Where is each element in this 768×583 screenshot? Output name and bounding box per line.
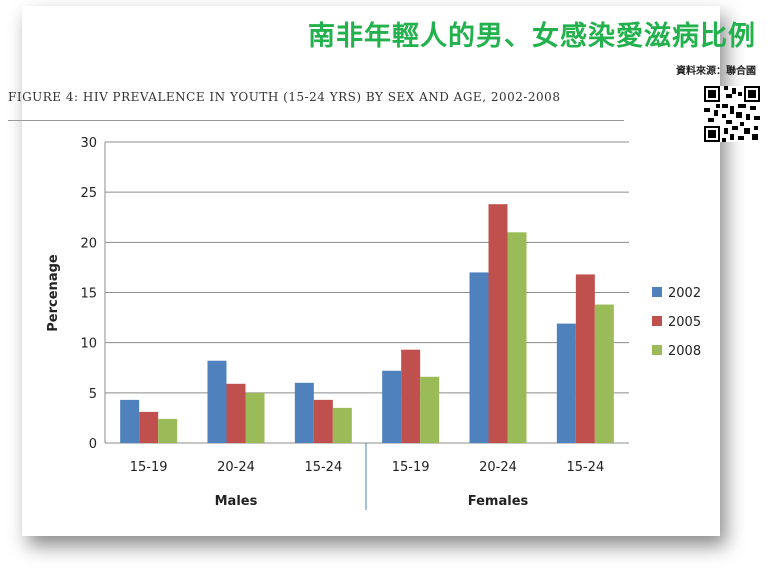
y-tick-label: 15 [80,287,97,302]
x-category-label: 20-24 [479,460,517,475]
y-tick-label: 0 [89,437,97,452]
bar-2008-5 [594,304,614,443]
legend-swatch-2002 [652,287,662,297]
group-label: Females [468,494,529,509]
x-category-label: 15-19 [130,460,168,475]
legend-swatch-2005 [652,316,662,326]
y-tick-label: 5 [89,387,97,402]
figure-card [22,6,720,536]
bar-2002-2 [294,382,314,443]
qr-code-icon [704,86,760,142]
legend-label: 2002 [668,286,701,301]
gridlines [104,141,629,444]
bar-2002-0 [120,399,140,443]
bar-2008-4 [507,232,527,443]
bar-2002-5 [556,323,576,443]
bar-2008-1 [245,392,265,443]
y-axis-label: Percenage [46,254,61,332]
bars [120,204,614,443]
figure-title: FIGURE 4: HIV PREVALENCE IN YOUTH (15-24… [8,90,561,104]
y-tick-label: 10 [80,337,97,352]
bar-2008-2 [332,407,352,443]
bar-2005-1 [226,383,246,443]
group-label: Males [215,494,258,509]
x-category-label: 15-24 [566,460,604,475]
y-tick-label: 30 [80,136,97,151]
x-category-label: 15-24 [304,460,342,475]
group-labels: Males Females [215,494,529,509]
bar-2002-4 [469,272,489,443]
legend: 2002 2005 2008 [652,286,701,359]
legend-label: 2008 [668,344,701,359]
legend-label: 2005 [668,315,701,330]
bar-2002-3 [382,370,402,443]
bar-2005-4 [488,204,508,443]
chinese-headline: 南非年輕人的男、女感染愛滋病比例 [308,21,756,52]
y-tick-labels: 0 5 10 15 20 25 30 [80,136,97,452]
title-divider [8,120,624,121]
bar-2005-2 [313,399,333,443]
bar-2005-5 [575,274,595,443]
bar-2008-3 [420,376,440,443]
bar-2005-3 [401,349,421,443]
bar-2008-0 [158,418,178,443]
source-credit: 資料來源：聯合國 [676,66,756,77]
bar-2002-1 [207,360,227,443]
x-category-labels: 15-19 20-24 15-24 15-19 20-24 15-24 [130,460,604,475]
y-tick-label: 20 [80,236,97,251]
legend-swatch-2008 [652,345,662,355]
x-category-label: 20-24 [217,460,255,475]
x-category-label: 15-19 [392,460,430,475]
bar-2005-0 [139,411,159,443]
y-tick-label: 25 [80,186,97,201]
